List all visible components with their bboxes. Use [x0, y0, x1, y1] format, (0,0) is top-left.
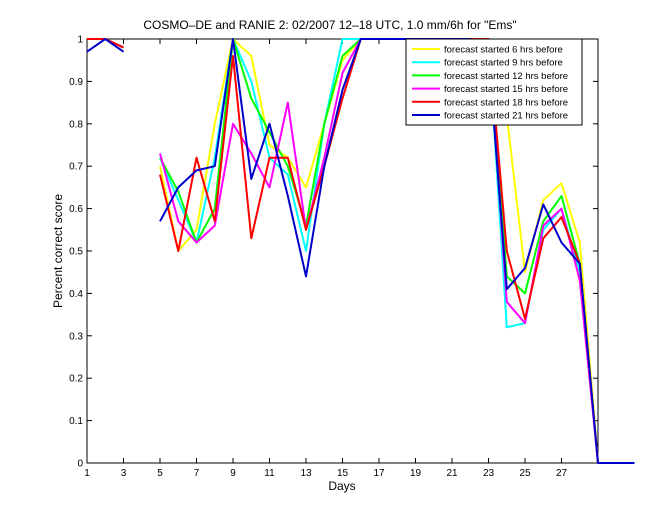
legend-label: forecast started 12 hrs before	[444, 71, 568, 82]
legend-label: forecast started 15 hrs before	[444, 84, 568, 95]
legend-label: forecast started 18 hrs before	[444, 97, 568, 108]
y-tick-label: 0.3	[69, 331, 83, 342]
x-axis-label: Days	[328, 479, 355, 493]
y-tick-label: 0.9	[69, 77, 83, 88]
y-tick-label: 0.8	[69, 119, 83, 130]
legend-label: forecast started 9 hrs before	[444, 58, 563, 69]
x-tick-label: 21	[446, 468, 458, 479]
x-tick-label: 11	[264, 468, 275, 479]
legend: forecast started 6 hrs before forecast st…	[405, 38, 583, 126]
x-axis: 1 3 5 7 9 11 13 15 17 19 21 23 25 27	[84, 39, 567, 479]
x-tick-label: 17	[373, 468, 385, 479]
y-tick-label: 0	[77, 459, 83, 470]
y-axis: 0 0.1 0.2 0.3 0.4 0.5 0.6 0.7 0.8 0.9 1	[69, 35, 598, 470]
y-tick-label: 0.6	[69, 204, 83, 215]
x-tick-label: 23	[483, 468, 495, 479]
x-tick-label: 1	[84, 468, 90, 479]
y-tick-label: 0.4	[69, 289, 83, 300]
y-tick-label: 0.7	[69, 162, 83, 173]
y-tick-label: 0.2	[69, 374, 83, 385]
x-tick-label: 9	[230, 468, 236, 479]
y-axis-label: Percent correct score	[51, 194, 65, 308]
x-tick-label: 25	[519, 468, 531, 479]
x-tick-label: 13	[300, 468, 312, 479]
x-tick-label: 27	[556, 468, 568, 479]
legend-label: forecast started 6 hrs before	[444, 45, 563, 56]
legend-box	[405, 38, 583, 126]
chart-title: COSMO–DE and RANIE 2: 02/2007 12–18 UTC,…	[143, 18, 516, 32]
y-tick-label: 0.5	[69, 247, 83, 258]
x-tick-label: 5	[157, 468, 163, 479]
x-tick-label: 19	[410, 468, 422, 479]
series-line-6	[86, 38, 635, 464]
x-tick-label: 7	[194, 468, 200, 479]
x-tick-label: 3	[121, 468, 127, 479]
y-tick-label: 0.1	[69, 416, 83, 427]
legend-label: forecast started 21 hrs before	[444, 111, 568, 122]
y-tick-label: 1	[77, 35, 83, 46]
x-tick-label: 15	[337, 468, 349, 479]
series-lines	[86, 38, 635, 464]
